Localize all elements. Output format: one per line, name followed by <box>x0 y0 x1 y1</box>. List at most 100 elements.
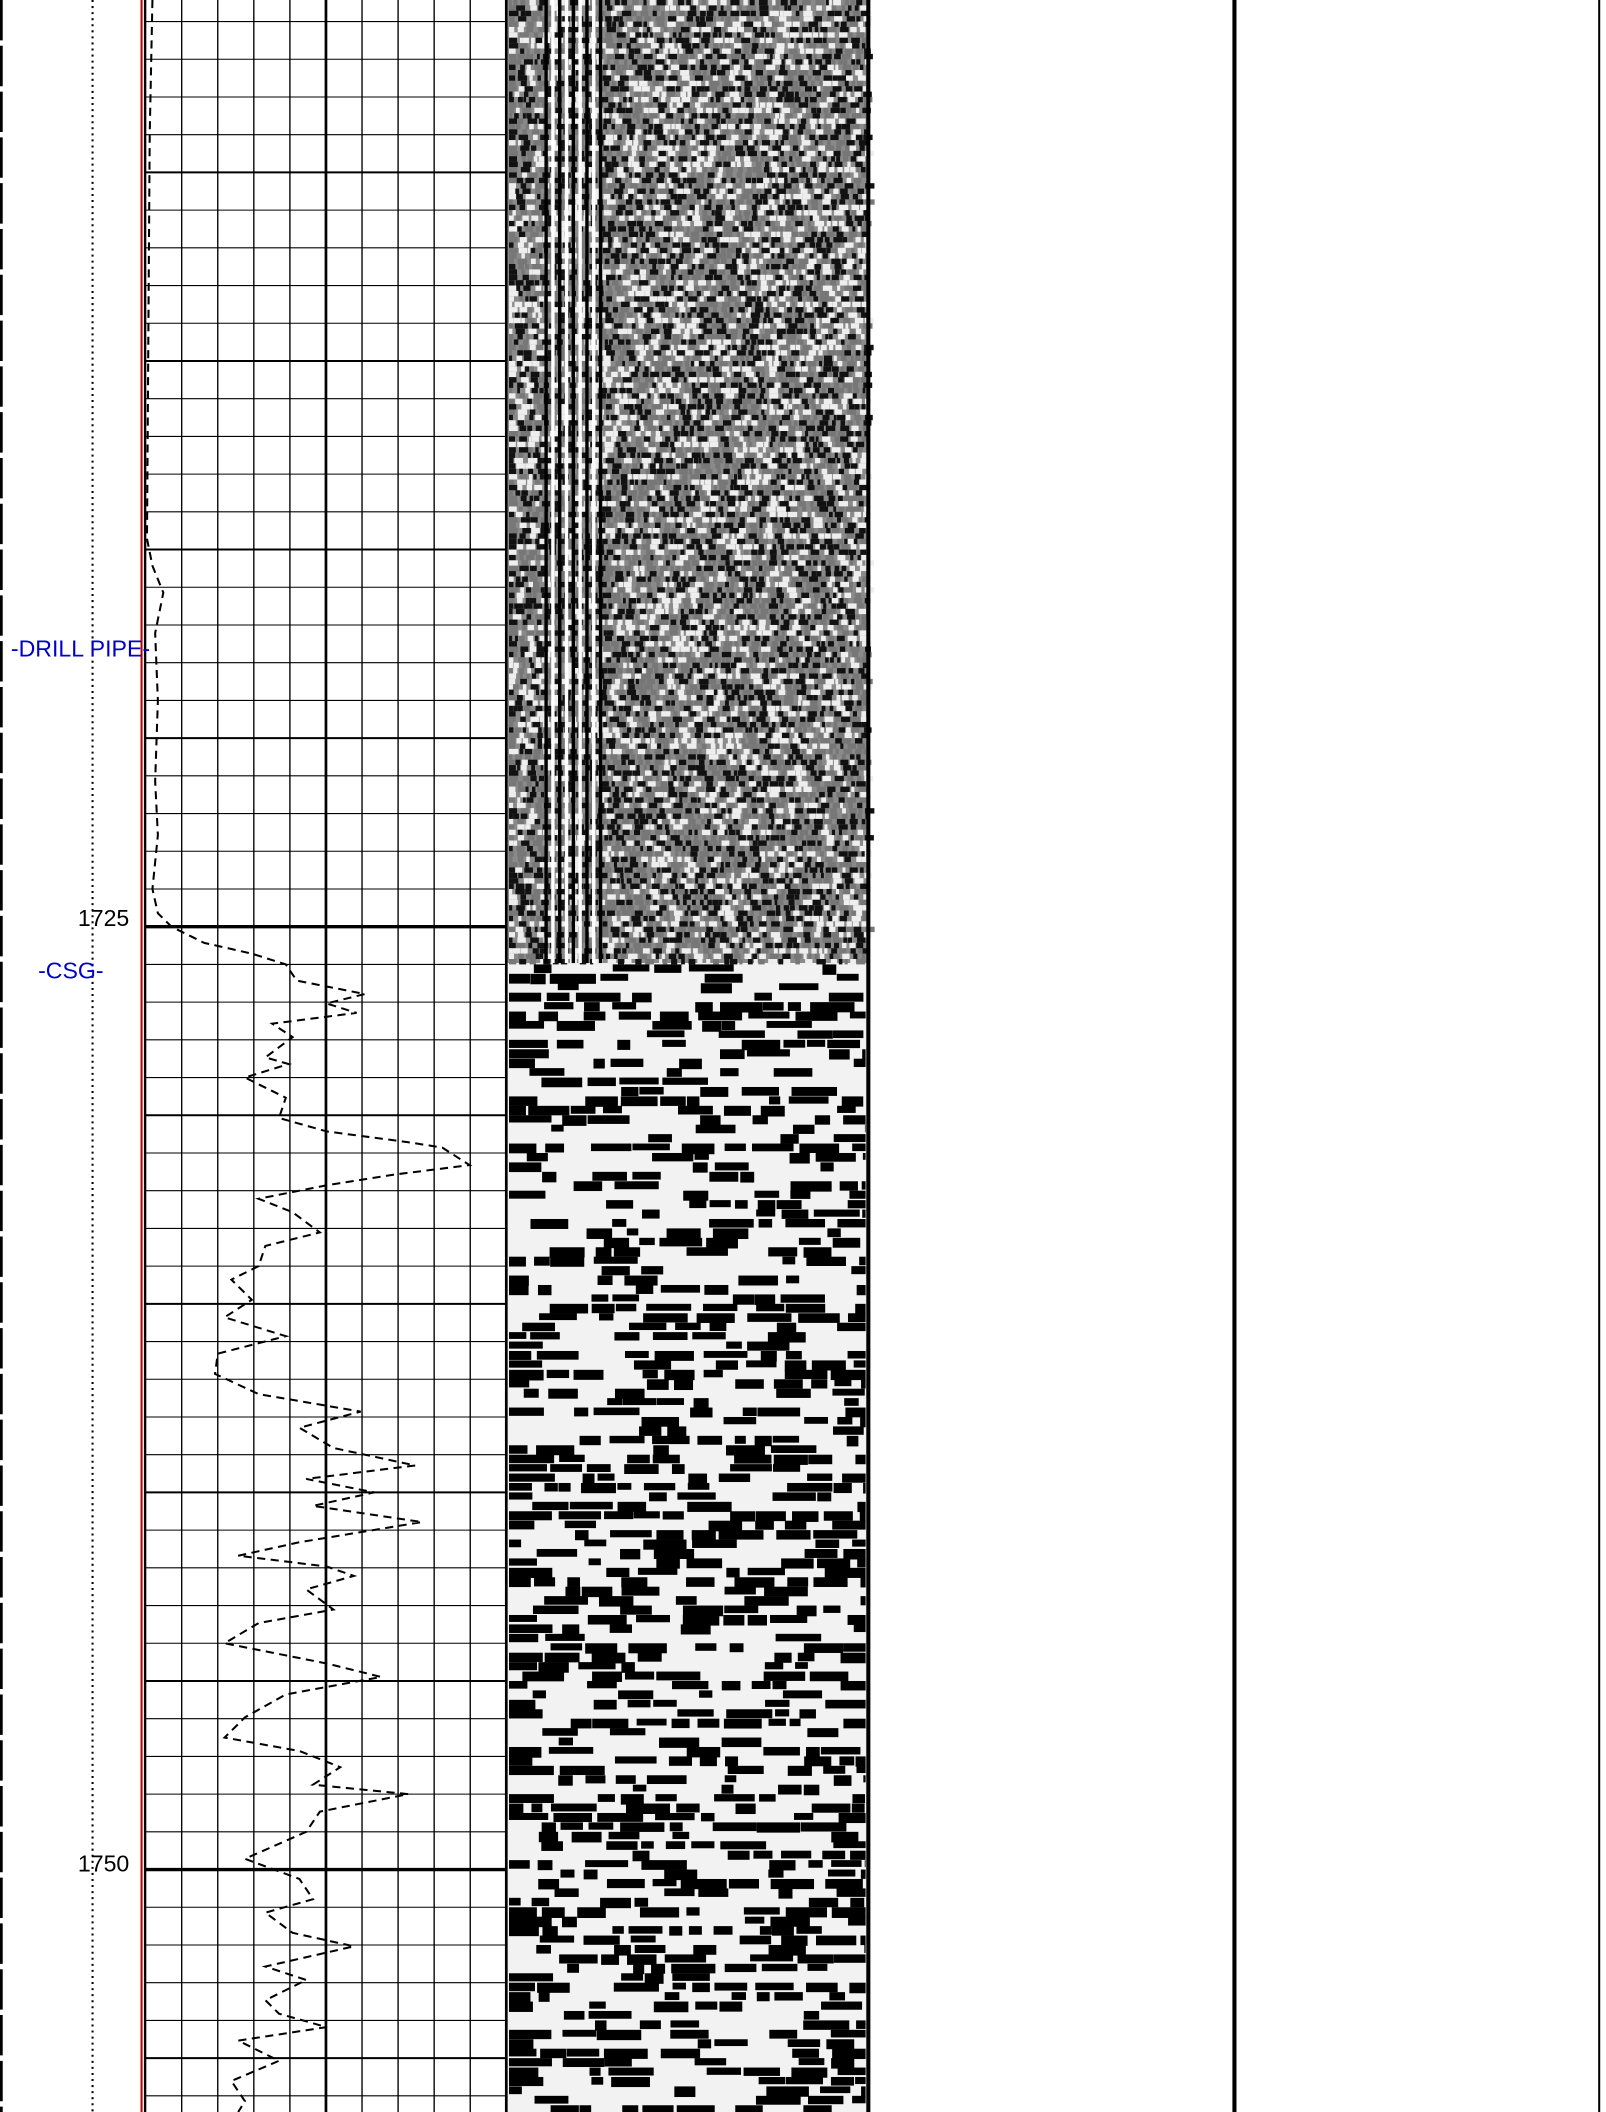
vdl-trace <box>534 393 543 398</box>
vdl-trace <box>603 145 608 150</box>
vdl-trace <box>832 59 836 64</box>
vdl-trace <box>697 194 706 199</box>
vdl-trace <box>787 334 796 339</box>
vdl-trace <box>766 576 769 581</box>
vdl-trace <box>537 647 545 652</box>
vdl-trace <box>622 361 625 366</box>
vdl-trace <box>829 636 835 641</box>
vdl-trace <box>757 630 762 635</box>
vdl-trace <box>526 630 534 635</box>
vdl-trace <box>681 216 685 221</box>
vdl-trace <box>727 496 736 501</box>
vdl-trace <box>721 350 727 355</box>
vdl-trace <box>631 372 638 377</box>
vdl-trace <box>539 221 543 226</box>
vdl-trace <box>525 86 533 91</box>
vdl-trace <box>839 469 844 474</box>
vdl-trace <box>540 560 544 565</box>
vdl-trace <box>855 318 864 323</box>
vdl-trace <box>675 566 680 571</box>
vdl-trace <box>608 603 612 608</box>
vdl-trace <box>657 469 666 474</box>
vdl-trace <box>711 312 718 317</box>
vdl-trace <box>771 480 777 485</box>
vdl-trace <box>741 97 744 102</box>
vdl-trace <box>733 318 736 323</box>
vdl-trace <box>757 426 765 431</box>
vdl-trace <box>618 329 627 334</box>
vdl-trace <box>709 345 714 350</box>
vdl-trace <box>806 275 814 280</box>
vdl-trace <box>671 129 675 134</box>
vdl-trace <box>641 275 646 280</box>
vdl-trace <box>858 189 864 194</box>
vdl-trace <box>773 307 776 312</box>
vdl-trace <box>518 54 526 59</box>
vdl-trace <box>691 232 700 237</box>
vdl-trace <box>615 248 621 253</box>
vdl-trace <box>786 302 790 307</box>
vdl-trace <box>623 393 627 398</box>
vdl-trace <box>811 506 818 511</box>
vdl-trace <box>509 636 512 641</box>
vdl-trace <box>815 59 822 64</box>
vdl-trace <box>800 528 806 533</box>
vdl-trace <box>706 426 710 431</box>
vdl-trace <box>766 506 775 511</box>
vdl-trace <box>734 372 741 377</box>
vdl-trace <box>746 480 751 485</box>
vdl-trace <box>737 162 741 167</box>
vdl-trace <box>746 356 750 361</box>
vdl-trace <box>509 426 518 431</box>
vdl-trace <box>509 81 516 86</box>
vdl-trace <box>717 296 725 301</box>
vdl-trace <box>771 431 778 436</box>
vdl-trace <box>809 399 814 404</box>
vdl-trace <box>629 264 637 269</box>
vdl-trace <box>847 442 853 447</box>
vdl-trace <box>856 442 864 447</box>
vdl-trace <box>509 162 518 167</box>
vdl-trace <box>514 318 521 323</box>
vdl-trace <box>861 167 866 172</box>
vdl-trace <box>770 609 778 614</box>
vdl-trace <box>644 113 647 118</box>
vdl-trace <box>843 291 849 296</box>
vdl-trace <box>670 253 675 258</box>
vdl-trace <box>509 194 516 199</box>
vdl-trace <box>644 70 651 75</box>
vdl-trace <box>527 205 535 210</box>
vdl-trace <box>535 237 542 242</box>
vdl-trace <box>792 576 799 581</box>
vdl-trace <box>678 156 687 161</box>
vdl-trace <box>805 458 812 463</box>
vdl-trace <box>534 32 538 37</box>
vdl-trace <box>796 237 803 242</box>
vdl-trace <box>731 210 735 215</box>
vdl-trace <box>770 11 779 16</box>
vdl-trace <box>749 593 752 598</box>
vdl-trace <box>830 92 836 97</box>
vdl-trace <box>530 598 536 603</box>
vdl-trace <box>641 248 649 253</box>
vdl-trace <box>725 458 732 463</box>
vdl-trace <box>829 404 837 409</box>
vdl-trace <box>822 210 831 215</box>
vdl-trace <box>611 641 619 646</box>
vdl-trace <box>726 544 735 549</box>
vdl-trace <box>775 113 779 118</box>
vdl-trace <box>645 641 654 646</box>
vdl-trace <box>734 485 740 490</box>
vdl-trace <box>536 426 542 431</box>
vdl-trace <box>816 0 825 5</box>
vdl-trace <box>660 210 666 215</box>
vdl-trace <box>713 480 717 485</box>
vdl-trace <box>526 598 530 603</box>
vdl-trace <box>681 145 688 150</box>
vdl-trace <box>771 286 775 291</box>
vdl-trace <box>783 129 789 134</box>
vdl-trace <box>538 609 543 614</box>
vdl-trace <box>645 205 649 210</box>
vdl-trace <box>844 275 850 280</box>
vdl-trace <box>640 593 646 598</box>
